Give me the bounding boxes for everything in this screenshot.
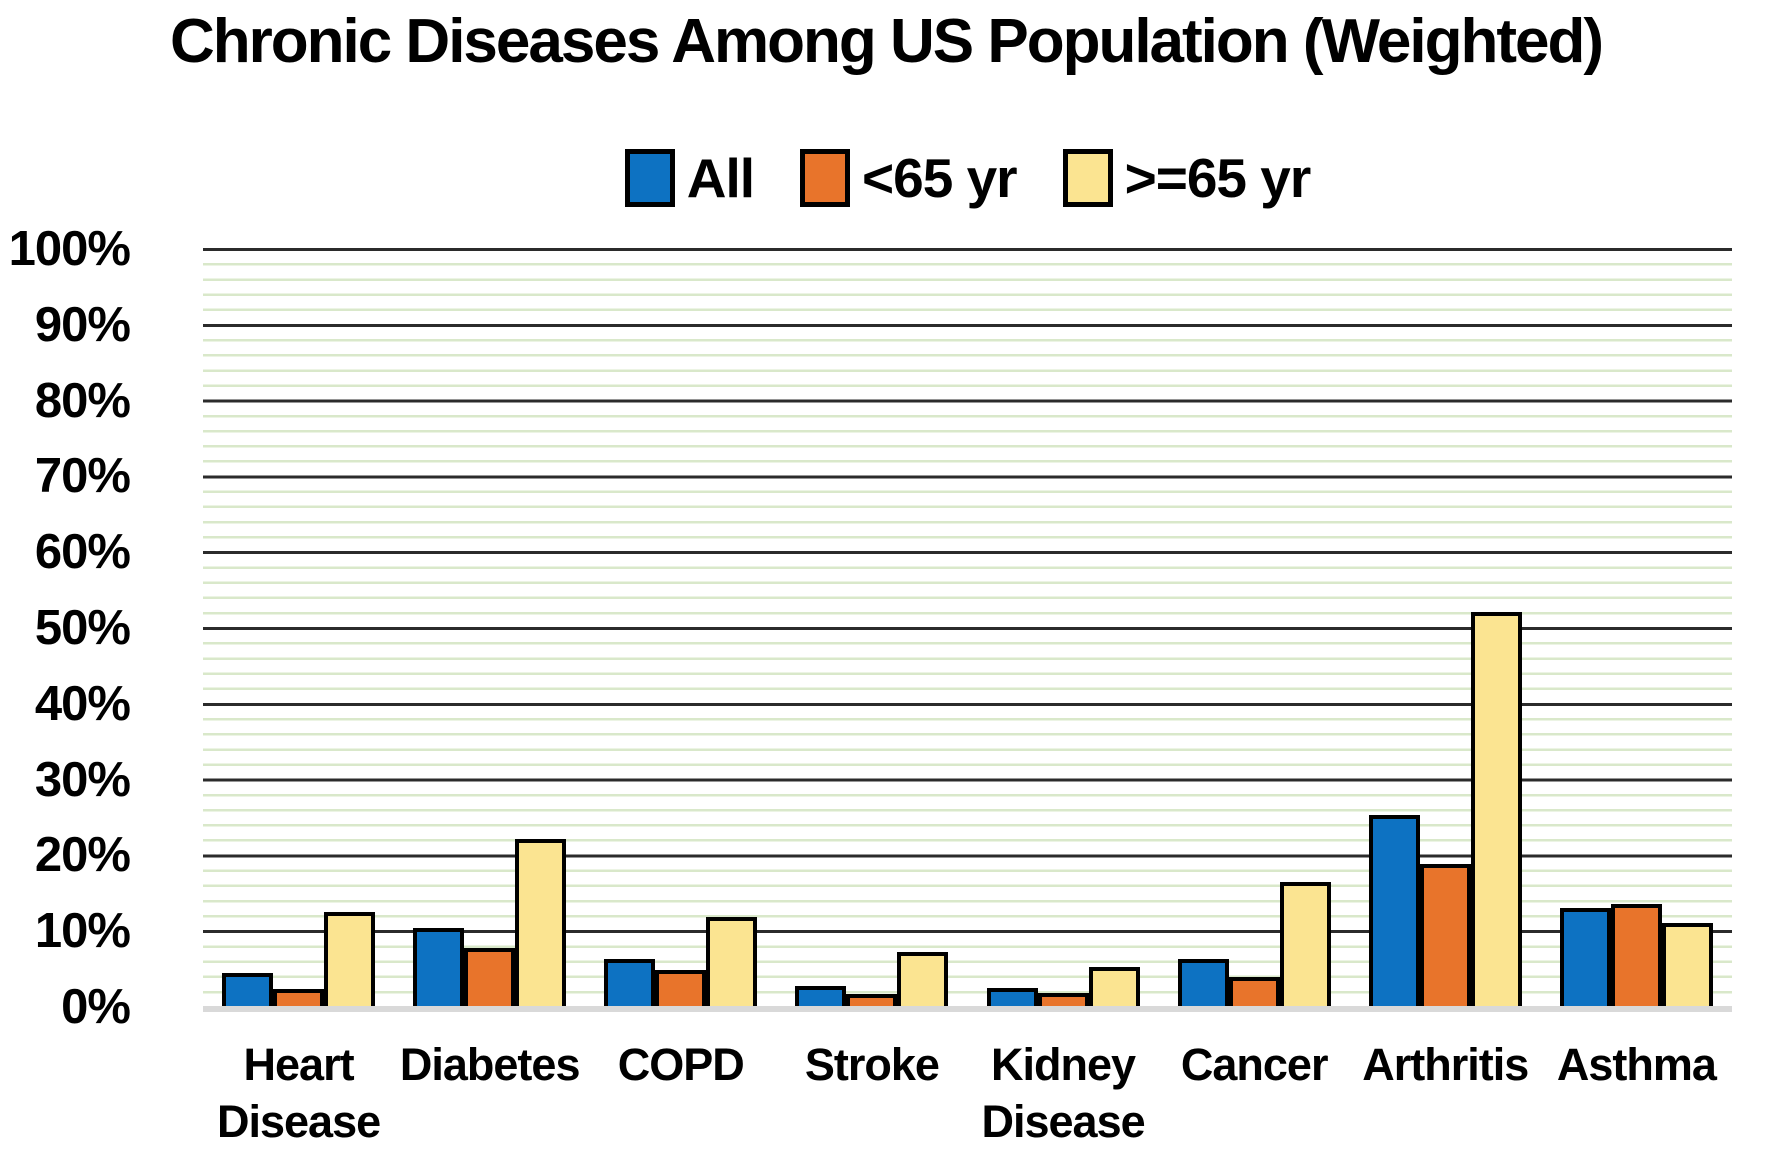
x-axis-category-labels: Heart Disease Diabetes COPD Stroke Kidney Dise…: [203, 1036, 1732, 1151]
bar-cancer-65-yr: [1279, 882, 1331, 1006]
x-label-line: COPD: [617, 1039, 745, 1090]
y-tick-20: 20%: [34, 828, 131, 883]
bar-heart-disease-65-yr: [324, 912, 376, 1006]
bar-copd-65-yr: [706, 917, 758, 1006]
bar-copd-65-yr: [655, 970, 707, 1006]
bar-group-heart-disease: [203, 248, 394, 1006]
bar-group-kidney-disease: [968, 248, 1159, 1006]
bar-group-cancer: [1159, 248, 1350, 1006]
x-label-diabetes: Diabetes: [394, 1036, 585, 1151]
bar-heart-disease-all: [222, 973, 274, 1006]
bar-stroke-65-yr: [846, 993, 898, 1006]
bar-asthma-65-yr: [1610, 903, 1662, 1006]
x-label-line: Disease: [216, 1096, 381, 1147]
legend-swatch-65-yr: [1062, 149, 1113, 207]
bar-group-diabetes: [394, 248, 585, 1006]
legend-item-65-yr: <65 yr: [800, 146, 1018, 210]
plot-area: [203, 248, 1732, 1012]
x-label-line: Arthritis: [1362, 1039, 1529, 1090]
x-label-arthritis: Arthritis: [1350, 1036, 1541, 1151]
bar-kidney-disease-65-yr: [1088, 967, 1140, 1006]
bar-group-arthritis: [1350, 248, 1541, 1006]
bar-arthritis-65-yr: [1470, 611, 1522, 1006]
bar-group-copd: [585, 248, 776, 1006]
legend-swatch-65-yr: [800, 149, 850, 207]
bar-asthma-all: [1559, 908, 1611, 1006]
bar-kidney-disease-65-yr: [1037, 993, 1089, 1006]
bar-group-asthma: [1541, 248, 1732, 1006]
y-tick-40: 40%: [34, 676, 131, 731]
y-tick-50: 50%: [34, 601, 131, 655]
bar-diabetes-all: [413, 927, 465, 1006]
x-label-line: Disease: [981, 1096, 1145, 1147]
bar-asthma-65-yr: [1661, 923, 1713, 1006]
x-label-line: Kidney: [991, 1039, 1136, 1090]
bar-arthritis-65-yr: [1419, 863, 1471, 1006]
bar-cancer-65-yr: [1228, 977, 1280, 1006]
y-tick-90: 90%: [34, 297, 131, 352]
y-tick-10: 10%: [34, 904, 131, 959]
bar-kidney-disease-all: [986, 987, 1038, 1006]
legend-label-65-yr: <65 yr: [862, 147, 1018, 209]
x-label-line: Asthma: [1556, 1039, 1717, 1090]
bar-groups: [203, 248, 1732, 1006]
y-tick-80: 80%: [34, 373, 131, 428]
x-label-asthma: Asthma: [1541, 1036, 1732, 1151]
x-label-heart-disease: Heart Disease: [203, 1036, 394, 1151]
legend-item-all: All: [624, 146, 755, 210]
x-label-cancer: Cancer: [1159, 1036, 1350, 1151]
bar-copd-all: [604, 959, 656, 1006]
bar-diabetes-65-yr: [464, 948, 516, 1006]
legend-label-65-yr: >=65 yr: [1124, 147, 1312, 209]
y-tick-100: 100%: [8, 222, 131, 276]
legend-swatch-all: [624, 149, 675, 207]
x-label-line: Diabetes: [399, 1039, 581, 1090]
bar-stroke-all: [795, 986, 847, 1006]
chart-title: Chronic Diseases Among US Population (We…: [169, 7, 1604, 76]
x-label-kidney-disease: Kidney Disease: [968, 1036, 1159, 1151]
x-label-line: Heart: [243, 1039, 355, 1090]
bar-diabetes-65-yr: [515, 839, 567, 1006]
bar-arthritis-all: [1368, 814, 1420, 1006]
bar-stroke-65-yr: [897, 952, 949, 1006]
y-tick-60: 60%: [34, 525, 131, 580]
y-axis-tick-labels: 100% 90% 80% 70% 60% 50% 40% 30% 20% 10% 0%: [0, 222, 150, 1068]
y-tick-30: 30%: [34, 752, 131, 807]
legend-item-65-yr: >=65 yr: [1062, 146, 1312, 210]
bar-cancer-all: [1177, 959, 1229, 1006]
x-label-line: Stroke: [804, 1039, 940, 1090]
legend-label-all: All: [686, 147, 755, 209]
x-label-line: Cancer: [1180, 1039, 1329, 1090]
bar-group-stroke: [776, 248, 967, 1006]
y-tick-70: 70%: [34, 449, 131, 504]
x-label-stroke: Stroke: [776, 1036, 967, 1151]
bar-heart-disease-65-yr: [273, 988, 325, 1006]
chart-legend: All <65 yr >=65 yr: [203, 142, 1732, 214]
x-axis-baseline: [203, 1006, 1732, 1012]
x-label-copd: COPD: [585, 1036, 776, 1151]
y-tick-0: 0%: [61, 980, 131, 1034]
